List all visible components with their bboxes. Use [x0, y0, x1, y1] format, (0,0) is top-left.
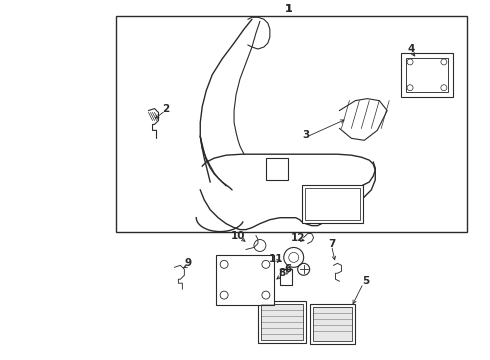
Text: 11: 11 [269, 255, 283, 264]
Bar [401, 53, 453, 96]
Bar [313, 307, 352, 341]
Text: 10: 10 [231, 230, 245, 240]
Bar [310, 304, 355, 344]
Bar [305, 188, 360, 220]
Bar [302, 185, 363, 223]
Bar [216, 255, 274, 305]
Polygon shape [340, 99, 387, 140]
Bar [266, 158, 288, 180]
Text: 1: 1 [285, 4, 293, 14]
Text: 4: 4 [407, 44, 415, 54]
Bar [261, 304, 303, 340]
Text: 1: 1 [285, 4, 293, 14]
Text: 2: 2 [162, 104, 169, 113]
Text: 12: 12 [291, 233, 305, 243]
Text: 8: 8 [278, 268, 285, 278]
Bar [116, 16, 466, 232]
Text: 3: 3 [302, 130, 309, 140]
Bar [258, 301, 306, 343]
Text: 9: 9 [185, 258, 192, 268]
Bar [406, 58, 448, 92]
Text: 5: 5 [362, 276, 369, 286]
Text: 6: 6 [284, 264, 292, 274]
Text: 7: 7 [328, 239, 335, 248]
